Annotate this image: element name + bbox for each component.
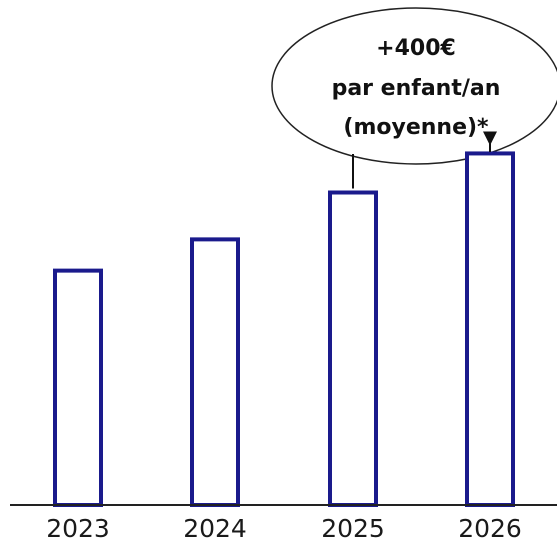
- bar-2024: [190, 237, 240, 507]
- x-tick-label-2023: 2023: [46, 514, 110, 543]
- annotation-bubble: +400€ par enfant/an (moyenne)*: [271, 7, 557, 165]
- annotation-arrow-head: [483, 131, 497, 146]
- bubble-line-2: par enfant/an: [332, 76, 501, 101]
- bars-group: [53, 151, 515, 507]
- bar-2026: [465, 151, 515, 507]
- bubble-line-3: (moyenne)*: [343, 115, 489, 140]
- x-tick-label-2024: 2024: [183, 514, 247, 543]
- x-tick-label-2026: 2026: [458, 514, 522, 543]
- bar-2025: [328, 190, 378, 507]
- x-tick-labels: 2023 2024 2025 2026: [46, 514, 522, 543]
- bar-2023: [53, 268, 103, 507]
- bubble-line-1: +400€: [376, 36, 456, 61]
- x-tick-label-2025: 2025: [321, 514, 385, 543]
- bubble-outline: [271, 7, 557, 165]
